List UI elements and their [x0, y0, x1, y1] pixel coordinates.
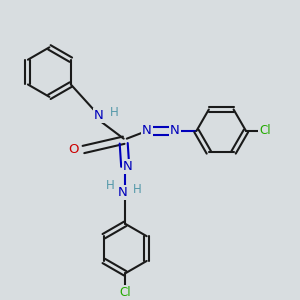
Text: N: N — [170, 124, 180, 137]
Text: Cl: Cl — [119, 286, 131, 299]
Text: N: N — [94, 109, 104, 122]
Text: O: O — [68, 143, 79, 156]
Text: N: N — [123, 160, 133, 173]
Text: N: N — [142, 124, 152, 137]
Text: H: H — [110, 106, 118, 119]
Text: H: H — [106, 178, 115, 192]
Text: H: H — [133, 183, 141, 196]
Text: N: N — [117, 186, 127, 199]
Text: Cl: Cl — [260, 124, 271, 137]
